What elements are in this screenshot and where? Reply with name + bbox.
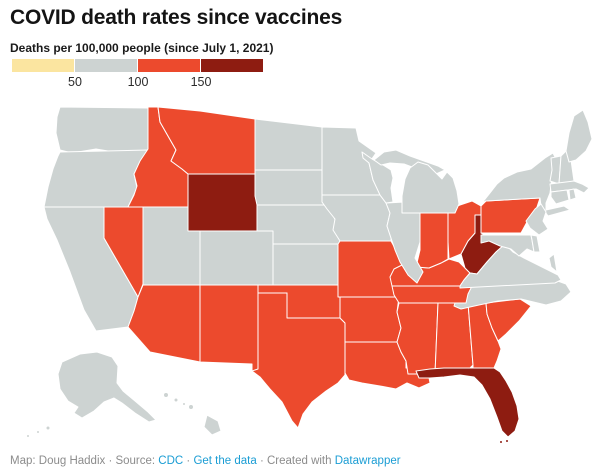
state-ohio[interactable] xyxy=(447,200,482,260)
state-south-dakota[interactable] xyxy=(254,169,326,206)
state-florida-keys[interactable] xyxy=(499,440,503,444)
state-michigan[interactable] xyxy=(401,161,460,214)
state-rhode-island[interactable] xyxy=(568,188,577,201)
state-kansas[interactable] xyxy=(272,243,341,286)
state-florida-keys[interactable] xyxy=(505,439,509,443)
state-alaska[interactable] xyxy=(57,351,157,423)
footer-link-datawrapper[interactable]: Datawrapper xyxy=(334,455,401,467)
state-texas[interactable] xyxy=(251,292,346,429)
legend-swatch-150-plus xyxy=(201,59,263,72)
legend-tick-100: 100 xyxy=(127,75,149,89)
state-new-mexico[interactable] xyxy=(199,284,259,373)
legend-swatch-under-50 xyxy=(12,59,74,72)
state-hawaii-oahu[interactable] xyxy=(173,397,179,403)
legend-label: Deaths per 100,000 people (since July 1,… xyxy=(10,41,274,55)
state-hawaii-big-island[interactable] xyxy=(203,414,222,436)
state-virginia-eastern-shore[interactable] xyxy=(548,253,558,273)
state-indiana[interactable] xyxy=(415,212,449,269)
legend-tick-50: 50 xyxy=(68,75,82,89)
state-hawaii-maui[interactable] xyxy=(188,404,194,410)
legend-swatch-50-100 xyxy=(75,59,137,72)
footer-link-get-the-data[interactable]: Get the data xyxy=(193,455,257,467)
state-south-carolina[interactable] xyxy=(485,298,532,342)
footer-text: Map: Doug Haddix · Source: xyxy=(10,455,159,467)
state-colorado[interactable] xyxy=(199,230,274,286)
footer-text: · xyxy=(183,455,194,467)
state-new-jersey[interactable] xyxy=(525,203,549,236)
footer: Map: Doug Haddix · Source: CDC · Get the… xyxy=(10,455,401,467)
state-hawaii-molokai[interactable] xyxy=(182,402,186,406)
state-vermont[interactable] xyxy=(549,155,562,185)
legend-swatch-100-150 xyxy=(138,59,200,72)
footer-text: · Created with xyxy=(256,455,335,467)
legend-ticks: 50 100 150 xyxy=(12,75,264,90)
state-alaska-aleutians[interactable] xyxy=(45,425,51,431)
footer-link-cdc[interactable]: CDC xyxy=(158,455,184,467)
state-maine[interactable] xyxy=(565,109,593,163)
state-alaska-aleutians[interactable] xyxy=(36,430,40,434)
state-florida[interactable] xyxy=(415,367,520,438)
page-title: COVID death rates since vaccines xyxy=(10,6,343,29)
legend-tick-150: 150 xyxy=(190,75,212,89)
legend-swatches xyxy=(12,59,263,72)
state-alabama[interactable] xyxy=(434,302,474,378)
state-arkansas[interactable] xyxy=(339,296,402,343)
state-montana[interactable] xyxy=(157,106,256,175)
state-arizona[interactable] xyxy=(127,284,201,363)
state-delaware[interactable] xyxy=(530,234,541,253)
state-connecticut[interactable] xyxy=(550,189,570,205)
state-washington[interactable] xyxy=(55,106,149,154)
state-wyoming[interactable] xyxy=(187,173,258,232)
state-alaska-aleutians[interactable] xyxy=(26,434,30,438)
state-north-dakota[interactable] xyxy=(254,118,323,171)
state-hawaii-kauai[interactable] xyxy=(163,392,169,398)
